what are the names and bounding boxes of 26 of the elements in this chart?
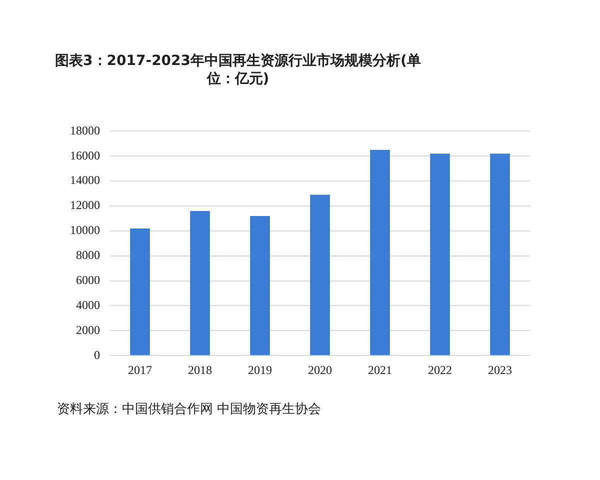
x-tick-label: 2018: [188, 362, 212, 377]
bar: [430, 154, 450, 356]
y-tick-label: 6000: [76, 272, 100, 287]
x-tick-label: 2019: [248, 362, 272, 377]
y-tick-label: 18000: [70, 123, 100, 138]
y-tick-label: 14000: [70, 173, 100, 188]
bar: [190, 210, 210, 356]
bar: [370, 150, 390, 356]
x-tick-label: 2023: [488, 362, 512, 377]
bar: [310, 194, 330, 356]
y-tick-label: 12000: [70, 198, 100, 212]
x-tick-label: 2022: [428, 362, 452, 377]
x-tick-label: 2017: [128, 362, 152, 377]
x-tick-label: 2020: [308, 362, 332, 377]
bar: [250, 216, 270, 356]
y-tick-label: 10000: [70, 223, 100, 238]
x-tick-label: 2021: [368, 362, 392, 377]
y-tick-label: 2000: [76, 322, 100, 337]
y-tick-label: 8000: [76, 248, 100, 262]
chart-title: 图表3：2017-2023年中国再生资源行业市场规模分析(单位：亿元): [54, 52, 422, 88]
bar: [490, 154, 510, 356]
y-tick-label: 4000: [76, 298, 100, 312]
y-tick-label: 16000: [70, 148, 100, 162]
bar: [130, 228, 150, 356]
y-tick-label: 0: [94, 348, 100, 362]
text: 资料来源：中国供销合作网 中国物资再生协会: [57, 401, 322, 418]
